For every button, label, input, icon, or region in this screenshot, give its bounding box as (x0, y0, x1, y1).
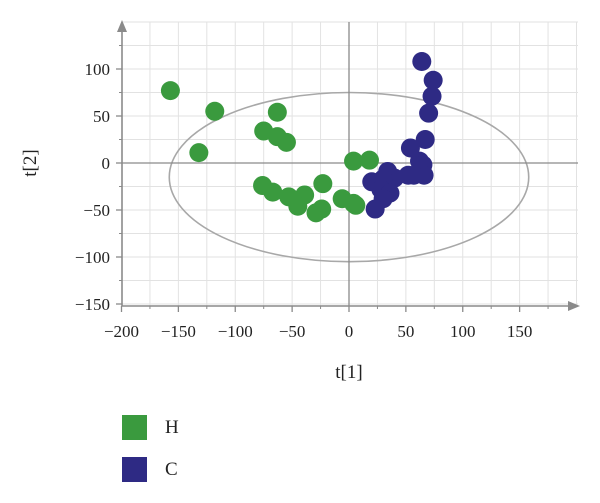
score-scatter-plot: −200 −150 −100 −50 0 50 100 150 −150 −100 −50 0 50 10… (20, 20, 580, 383)
point-h (267, 102, 287, 122)
point-c (412, 51, 432, 71)
point-h (346, 195, 366, 215)
y-axis-title: t[2] (20, 149, 41, 176)
x-axis-arrow (568, 301, 580, 311)
y-tick-label: 0 (102, 154, 111, 173)
point-c (423, 70, 443, 90)
y-tick-label: −50 (83, 201, 110, 220)
point-h (359, 150, 379, 170)
x-tick-label: −150 (161, 322, 196, 341)
point-c (419, 103, 439, 123)
x-tick-label: 0 (345, 322, 354, 341)
point-h (313, 174, 333, 194)
point-c (415, 130, 435, 149)
point-h (263, 182, 283, 202)
x-tick-label: 50 (397, 322, 414, 341)
x-tick-label: −200 (104, 322, 139, 341)
point-h (344, 151, 364, 171)
x-tick-label: −50 (279, 322, 306, 341)
y-tick-label: −100 (75, 248, 110, 267)
point-h (205, 101, 225, 121)
y-axis-arrow (117, 20, 127, 32)
axes: −200 −150 −100 −50 0 50 100 150 −150 −100 −50 0 50 10… (75, 20, 580, 341)
x-tick-label: 150 (507, 322, 533, 341)
y-tick-label: −150 (75, 295, 110, 314)
point-h (288, 196, 308, 216)
point-h (189, 143, 209, 163)
legend: H C (122, 414, 179, 498)
legend-item-h: H (122, 414, 179, 441)
legend-item-c: C (122, 456, 179, 483)
x-tick-label: 100 (450, 322, 476, 341)
legend-swatch-h (122, 415, 147, 440)
point-c (365, 199, 385, 219)
point-h (160, 81, 180, 101)
point-h (306, 203, 326, 223)
legend-swatch-c (122, 457, 147, 482)
legend-label-c: C (165, 458, 178, 480)
y-tick-label: 100 (85, 60, 111, 79)
data-points (160, 51, 443, 223)
point-h (276, 132, 296, 152)
x-axis-title: t[1] (335, 362, 362, 383)
point-c (422, 86, 442, 106)
y-tick-label: 50 (93, 107, 110, 126)
legend-label-h: H (165, 416, 179, 438)
x-tick-label: −100 (218, 322, 253, 341)
